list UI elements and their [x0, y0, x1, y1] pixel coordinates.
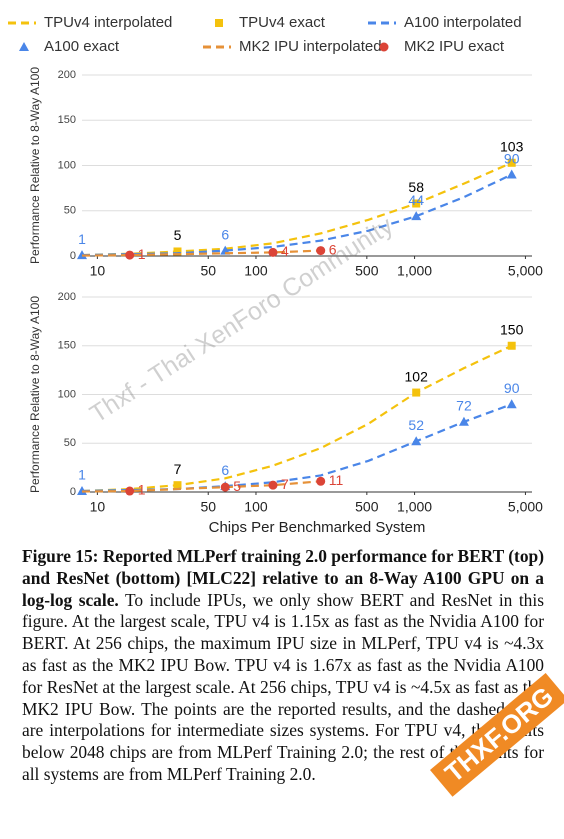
interpolated-line [81, 161, 513, 257]
data-label: 6 [221, 462, 229, 478]
x-tick-label: 100 [244, 263, 268, 279]
x-tick-label: 500 [355, 263, 379, 279]
y-tick-label: 200 [58, 69, 76, 81]
marker-square [412, 388, 421, 397]
data-label: 11 [329, 472, 344, 488]
legend-label: TPUv4 interpolated [44, 14, 172, 31]
data-label: 5 [174, 227, 182, 243]
data-label: 102 [405, 368, 429, 384]
marker-circle [125, 486, 135, 496]
x-tick-label: 1,000 [397, 499, 432, 515]
data-label: 6 [221, 226, 229, 242]
data-label: 5 [233, 478, 241, 494]
marker-triangle [506, 169, 517, 179]
data-label: 7 [281, 476, 289, 492]
caption-title: Figure 15: Reported MLPerf training 2.0 … [22, 546, 544, 610]
x-tick-label: 5,000 [508, 499, 543, 515]
figure: TPUv4 interpolated TPUv4 exact A100 interp… [8, 14, 543, 536]
marker-circle [316, 246, 326, 256]
data-label: 58 [408, 179, 424, 195]
data-label: 1 [78, 467, 86, 483]
marker-triangle [458, 416, 469, 426]
marker-square [507, 341, 516, 350]
y-axis-label: Performance Relative to 8-Way A100 [28, 67, 42, 264]
data-label: 6 [329, 241, 337, 257]
data-label: 150 [500, 321, 524, 337]
x-tick-label: 10 [90, 499, 106, 515]
marker-square [173, 247, 182, 256]
data-label: 1 [138, 482, 146, 498]
marker-circle [220, 482, 230, 492]
marker-square [507, 158, 516, 167]
data-label: 90 [504, 380, 520, 396]
y-tick-label: 50 [64, 205, 76, 217]
data-label: 44 [408, 192, 424, 208]
y-axis-label: Performance Relative to 8-Way A100 [28, 296, 42, 493]
x-tick-label: 100 [244, 499, 268, 515]
x-tick-label: 500 [355, 499, 379, 515]
marker-triangle [506, 399, 517, 409]
marker-square [412, 199, 421, 208]
marker-triangle [411, 211, 422, 221]
x-axis-label: Chips Per Benchmarked System [209, 519, 426, 536]
data-label: 7 [174, 461, 182, 477]
marker-square [215, 19, 223, 27]
y-tick-label: 100 [58, 388, 76, 400]
legend-label: MK2 IPU interpolated [239, 38, 382, 55]
x-tick-label: 5,000 [508, 263, 543, 279]
legend-label: A100 interpolated [404, 14, 522, 31]
legend-label: TPUv4 exact [239, 14, 326, 31]
data-label: 90 [504, 150, 520, 166]
x-tick-label: 50 [200, 499, 216, 515]
caption-text: To include IPUs, we only show BERT and R… [22, 589, 544, 784]
interpolated-line [81, 403, 513, 493]
y-tick-label: 50 [64, 437, 76, 449]
y-tick-label: 100 [58, 159, 76, 171]
marker-circle [268, 247, 278, 257]
x-tick-label: 1,000 [397, 263, 432, 279]
data-label: 1 [138, 246, 146, 262]
marker-square [173, 481, 182, 490]
y-tick-label: 0 [70, 250, 76, 262]
caption: Figure 15: Reported MLPerf training 2.0 … [22, 546, 544, 786]
data-label: 103 [500, 138, 524, 154]
data-label: 1 [78, 231, 86, 247]
interpolated-line [81, 480, 321, 493]
x-tick-label: 50 [200, 263, 216, 279]
y-tick-label: 150 [58, 340, 76, 352]
marker-circle [316, 476, 326, 486]
y-tick-label: 0 [70, 486, 76, 498]
data-label: 4 [281, 243, 289, 259]
data-label: 52 [408, 417, 424, 433]
legend-label: MK2 IPU exact [404, 38, 505, 55]
marker-circle [125, 250, 135, 260]
interpolated-line [81, 344, 513, 493]
marker-circle [379, 42, 389, 52]
y-tick-label: 200 [58, 291, 76, 303]
marker-triangle [19, 42, 29, 51]
legend-label: A100 exact [44, 38, 120, 55]
y-tick-label: 150 [58, 114, 76, 126]
data-label: 72 [456, 398, 472, 414]
x-tick-label: 10 [90, 263, 106, 279]
marker-triangle [411, 436, 422, 446]
interpolated-line [81, 173, 513, 257]
interpolated-line [81, 249, 321, 257]
marker-circle [268, 480, 278, 490]
